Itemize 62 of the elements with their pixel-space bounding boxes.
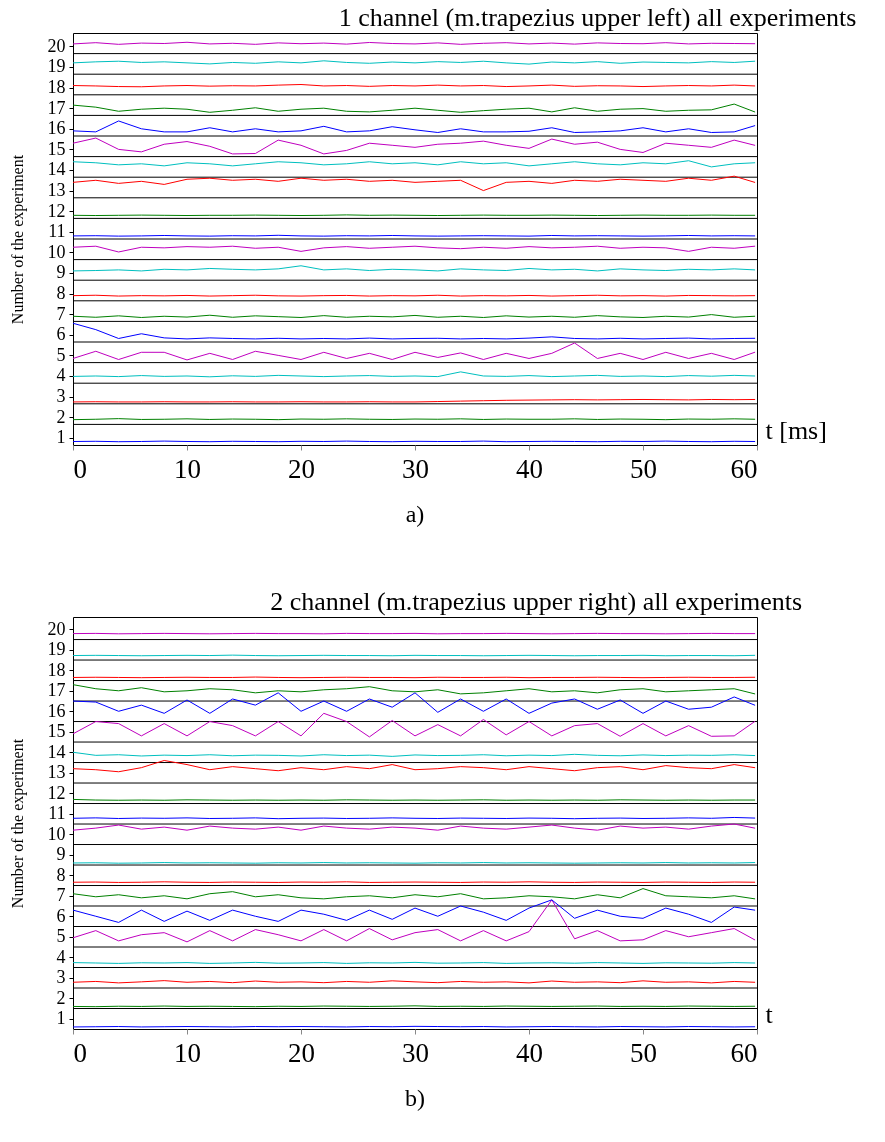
y-tick-label: 7 [56,885,66,906]
y-tick-label: 16 [47,118,66,139]
x-tick-label: 20 [288,453,315,484]
x-tick-label: 10 [174,453,201,484]
y-tick-label: 4 [56,946,66,967]
x-tick-label: 40 [516,1037,543,1068]
y-tick-label: 14 [47,741,66,762]
y-tick-label: 20 [47,618,66,639]
chart-title: 2 channel (m.trapezius upper right) all experiments [270,587,803,616]
x-tick-label: 30 [402,1037,429,1068]
x-tick-label: 60 [730,453,758,484]
x-tick-label: 0 [73,453,87,484]
text: a) [405,501,425,527]
y-tick-label: 9 [56,844,66,865]
x-tick-label: 50 [630,1037,657,1068]
x-axis-title: t [ms] [765,415,827,445]
y-tick-label: 5 [56,344,66,365]
y-tick-label: 8 [56,283,66,304]
y-tick-label: 15 [47,138,66,159]
y-tick-label: 11 [48,221,66,242]
y-tick-label: 4 [56,365,66,386]
y-tick-label: 18 [47,77,66,98]
x-tick-label: 0 [73,1037,87,1068]
y-tick-label: 19 [47,56,66,77]
y-tick-label: 7 [56,303,66,324]
y-tick-label: 3 [56,967,66,988]
y-axis-title: Number of the experiment [8,738,27,909]
y-tick-label: 2 [56,406,66,427]
y-axis-title: Number of the experiment [8,154,27,325]
y-tick-label: 9 [56,262,66,283]
y-tick-label: 2 [56,987,66,1008]
y-tick-label: 14 [47,159,66,180]
x-tick-label: 60 [730,1037,758,1068]
y-tick-label: 1 [56,427,66,448]
y-tick-label: 10 [47,823,66,844]
y-tick-label: 1 [56,1008,66,1029]
y-tick-label: 17 [47,97,66,118]
y-tick-label: 3 [56,386,66,407]
y-tick-label: 8 [56,864,66,885]
x-tick-label: 30 [402,453,429,484]
y-tick-label: 20 [47,35,66,56]
y-tick-label: 17 [47,680,66,701]
y-tick-label: 5 [56,926,66,947]
y-tick-label: 16 [47,700,66,721]
x-tick-label: 10 [174,1037,201,1068]
y-tick-label: 6 [56,905,66,926]
y-tick-label: 18 [47,659,66,680]
y-tick-label: 13 [47,762,66,783]
x-tick-label: 20 [288,1037,315,1068]
y-tick-label: 6 [56,324,66,345]
chart-title: 1 channel (m.trapezius upper left) all experiments [338,3,857,32]
text: b) [405,1085,425,1111]
y-tick-label: 19 [47,639,66,660]
y-tick-label: 12 [47,782,66,803]
x-tick-label: 50 [630,453,657,484]
x-tick-label: 40 [516,453,543,484]
x-axis-title: t [765,999,774,1029]
y-tick-label: 15 [47,721,66,742]
y-tick-label: 11 [48,803,66,824]
y-tick-label: 12 [47,200,66,221]
y-tick-label: 10 [47,241,66,262]
y-tick-label: 13 [47,180,66,201]
